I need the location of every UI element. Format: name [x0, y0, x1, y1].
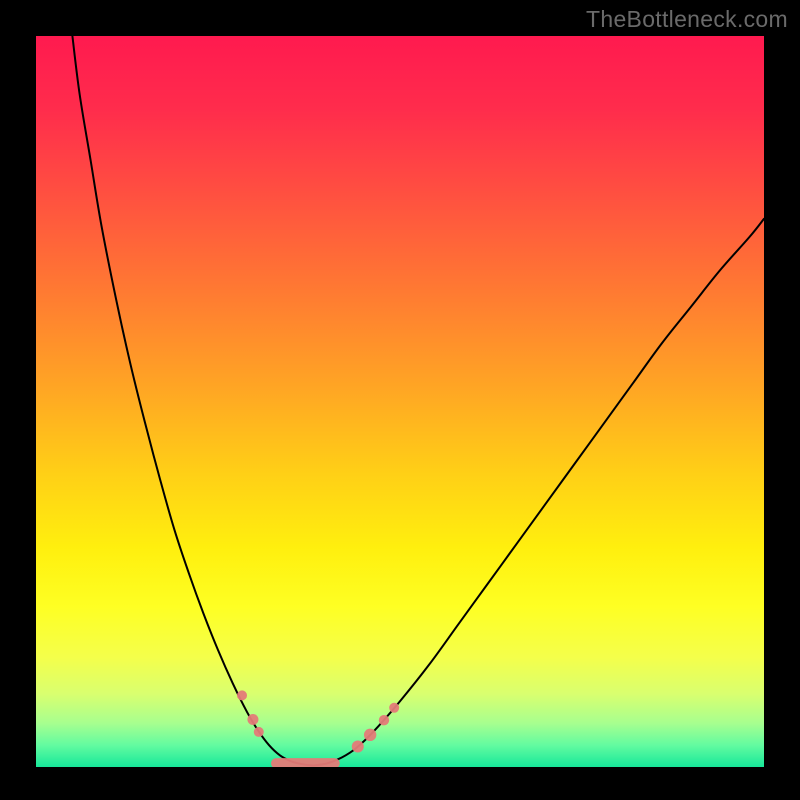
data-point: [254, 727, 264, 737]
plot-area: [36, 36, 764, 767]
watermark-text: TheBottleneck.com: [586, 6, 788, 33]
stage: TheBottleneck.com: [0, 0, 800, 800]
data-point: [364, 729, 376, 741]
bottleneck-curve-chart: [36, 36, 764, 767]
data-point: [389, 703, 399, 713]
gradient-background: [36, 36, 764, 767]
data-point: [237, 690, 247, 700]
data-point: [379, 715, 389, 725]
data-point: [247, 714, 258, 725]
data-point: [352, 741, 364, 753]
